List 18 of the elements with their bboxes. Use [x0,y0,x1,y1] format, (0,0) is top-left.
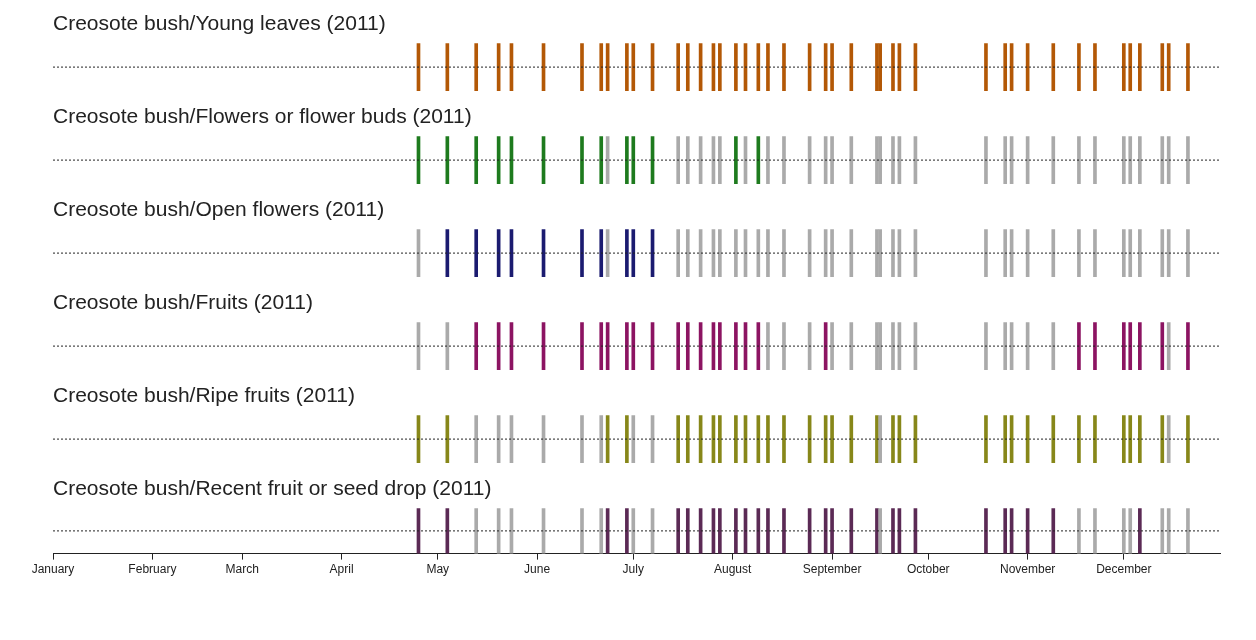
x-tick-label: August [714,562,753,577]
x-tick-label: September [802,562,862,577]
x-tick-label: April [329,562,354,577]
chart-title: Creosote bush/Open flowers (2011) [53,197,385,221]
x-tick-label: June [524,562,551,577]
chart-title: Creosote bush/Young leaves (2011) [53,11,386,35]
x-tick-label: May [426,562,450,577]
x-tick-label: December [1096,562,1152,577]
chart-title: Creosote bush/Flowers or flower buds (2011) [53,104,472,128]
x-tick-label: March [225,562,259,577]
x-tick-label: October [906,562,950,577]
chart-title: Creosote bush/Fruits (2011) [53,290,313,314]
chart-title: Creosote bush/Recent fruit or seed drop (2011) [53,476,492,500]
x-tick-label: July [622,562,644,577]
chart-title: Creosote bush/Ripe fruits (2011) [53,383,355,407]
x-tick-label: November [999,562,1056,577]
x-tick-label: January [31,562,75,577]
x-tick-label: February [128,562,177,577]
